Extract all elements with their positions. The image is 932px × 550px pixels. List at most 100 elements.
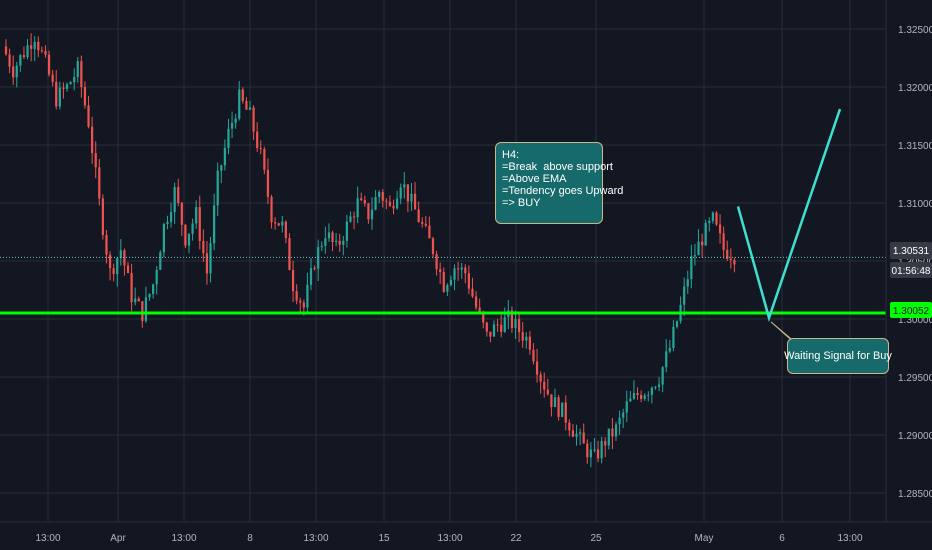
candle-body (58, 87, 61, 107)
candle-down (496, 318, 499, 332)
candle-body (690, 256, 693, 280)
candle-up (378, 190, 381, 204)
candle-body (256, 131, 259, 149)
candle-body (216, 170, 219, 206)
candle-down (413, 182, 417, 210)
analysis-note[interactable]: H4: =Break above support =Above EMA =Ten… (495, 142, 623, 224)
candle-up (683, 277, 686, 316)
candle-down (87, 95, 90, 129)
candle-up (345, 214, 348, 248)
candle-body (370, 209, 374, 220)
candle-down (406, 184, 409, 213)
candle-body (550, 394, 553, 407)
candle-body (647, 394, 650, 396)
candle-body (259, 148, 262, 150)
candle-up (195, 200, 198, 229)
candle-down (295, 284, 298, 305)
candle-up (449, 275, 453, 287)
candle-up (230, 111, 234, 138)
candle-body (209, 243, 212, 274)
candle-down (528, 330, 531, 355)
last-price-value: 1.30531 (893, 246, 930, 257)
candle-body (299, 300, 302, 303)
x-tick-label: 22 (510, 533, 522, 544)
signal-note[interactable]: Waiting Signal for Buy (784, 338, 892, 374)
candle-body (697, 241, 700, 256)
candle-body (205, 253, 209, 274)
candle-body (604, 441, 607, 446)
candle-body (47, 54, 51, 75)
candle-down (471, 277, 474, 298)
candle-up (349, 211, 352, 223)
candle-body (234, 118, 237, 123)
candle-up (632, 380, 636, 401)
candle-up (647, 391, 650, 402)
candle-up (134, 287, 137, 306)
candle-up (220, 164, 223, 184)
candle-down (37, 36, 40, 58)
candle-up (625, 390, 628, 423)
candle-body (8, 54, 11, 67)
candle-down (392, 199, 395, 215)
candle-down (277, 222, 280, 227)
time-axis[interactable] (0, 522, 932, 550)
last-price-label-bg (890, 242, 932, 259)
candle-down (539, 371, 542, 394)
candle-body (141, 301, 144, 321)
last-price-label: 1.30531 (890, 242, 932, 259)
candle-down (263, 146, 266, 175)
candle-body (643, 395, 646, 399)
candle-up (33, 36, 36, 62)
candle-body (349, 216, 352, 222)
candle-up (593, 438, 596, 453)
signal-note-text: Waiting Signal for Buy (784, 350, 892, 362)
candle-down (94, 141, 97, 179)
candle-up (69, 80, 72, 85)
projection-zigzag[interactable] (736, 108, 842, 323)
candle-down (518, 314, 521, 343)
candle-down (177, 178, 180, 207)
candle-down (636, 387, 639, 400)
candle-body (155, 269, 158, 285)
candle-up (374, 190, 377, 211)
candle-down (8, 48, 11, 74)
candle-body (180, 202, 183, 225)
candle-body (116, 258, 119, 275)
candle-body (363, 200, 366, 204)
candle-body (22, 55, 26, 58)
candle-body (187, 233, 191, 246)
x-tick-label: Apr (110, 533, 126, 544)
candle-body (485, 322, 488, 332)
candle-body (360, 198, 363, 201)
candle-down (571, 424, 575, 438)
candle-body (166, 221, 169, 224)
candle-up (618, 410, 621, 435)
x-tick-label: 15 (378, 533, 390, 544)
candle-up (65, 82, 69, 92)
candle-down (521, 322, 524, 348)
candle-body (640, 394, 643, 399)
candle-body (672, 326, 675, 348)
candle-body (607, 428, 610, 446)
y-tick-label: 1.29000 (898, 431, 932, 442)
candle-body (586, 443, 589, 458)
candle-body (230, 122, 234, 129)
candle-body (55, 81, 58, 107)
candle-down (299, 297, 302, 312)
candle-down (550, 394, 553, 417)
candle-body (431, 238, 435, 255)
candle-body (424, 223, 427, 226)
grid-lines (0, 0, 886, 522)
candle-down (338, 233, 341, 252)
note-line: => BUY (502, 197, 541, 209)
candle-down (435, 250, 438, 276)
candle-down (564, 395, 567, 431)
candle-up (317, 239, 320, 281)
candle-body (223, 147, 226, 166)
candle-body (396, 198, 399, 209)
candle-body (726, 249, 729, 259)
candle-down (259, 140, 262, 155)
price-axis[interactable] (886, 0, 932, 522)
candle-body (600, 441, 603, 459)
